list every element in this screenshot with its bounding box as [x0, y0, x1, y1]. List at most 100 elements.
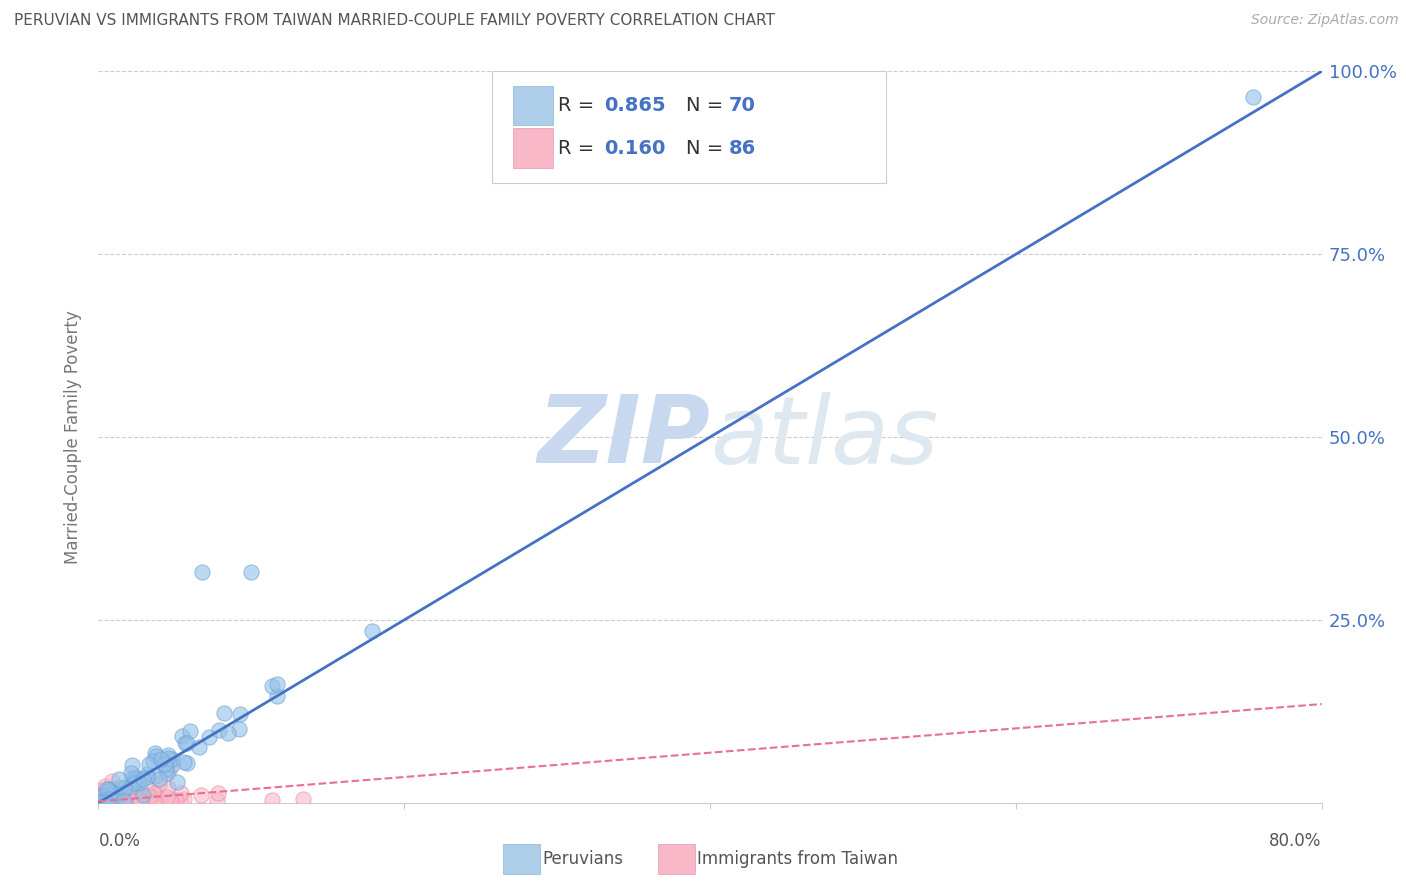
Point: [110, 792, 132, 806]
Point: [93, 790, 115, 805]
Point: [98, 792, 121, 806]
Point: [172, 729, 194, 743]
Point: [112, 780, 135, 795]
Point: [89, 786, 111, 800]
Point: [89, 795, 111, 809]
Point: [134, 789, 156, 803]
Point: [100, 786, 122, 800]
Point: [121, 758, 143, 772]
Point: [111, 794, 134, 808]
Point: [89, 793, 111, 807]
Point: [121, 771, 143, 785]
Point: [121, 780, 143, 794]
Point: [98, 781, 121, 796]
Point: [122, 795, 145, 809]
Point: [89, 791, 111, 805]
Point: [97, 795, 120, 809]
Point: [292, 792, 315, 806]
Point: [89, 792, 111, 806]
Point: [105, 793, 128, 807]
Point: [142, 754, 165, 768]
Text: PERUVIAN VS IMMIGRANTS FROM TAIWAN MARRIED-COUPLE FAMILY POVERTY CORRELATION CHA: PERUVIAN VS IMMIGRANTS FROM TAIWAN MARRI…: [14, 13, 775, 29]
Point: [100, 790, 122, 805]
Point: [262, 679, 284, 693]
Point: [159, 793, 181, 807]
Point: [90, 782, 112, 797]
Point: [169, 787, 191, 801]
Point: [108, 780, 131, 794]
Point: [104, 788, 127, 802]
Point: [105, 789, 128, 803]
Point: [97, 794, 120, 808]
Text: 0.0%: 0.0%: [98, 832, 141, 850]
Point: [166, 775, 188, 789]
Point: [93, 786, 115, 800]
Point: [179, 723, 201, 738]
Point: [169, 794, 191, 808]
Point: [111, 791, 134, 805]
Text: 0.865: 0.865: [605, 95, 666, 115]
Point: [145, 749, 167, 764]
Point: [98, 792, 121, 806]
Point: [361, 624, 384, 639]
Point: [125, 786, 148, 800]
Point: [98, 791, 121, 805]
Point: [96, 781, 118, 796]
Text: Immigrants from Taiwan: Immigrants from Taiwan: [697, 850, 898, 868]
Point: [111, 784, 134, 798]
Point: [89, 795, 111, 809]
Point: [89, 789, 111, 803]
Point: [94, 786, 117, 800]
Point: [107, 795, 129, 809]
Point: [97, 792, 120, 806]
Point: [96, 787, 118, 801]
Text: 86: 86: [728, 138, 755, 158]
Point: [91, 790, 114, 805]
Point: [228, 722, 250, 736]
Point: [162, 758, 184, 772]
Point: [136, 790, 159, 805]
Point: [143, 746, 166, 760]
Y-axis label: Married-Couple Family Poverty: Married-Couple Family Poverty: [65, 310, 83, 564]
Point: [153, 757, 176, 772]
Point: [142, 795, 165, 809]
Point: [120, 766, 142, 780]
Point: [96, 782, 118, 797]
Point: [128, 775, 150, 789]
Point: [101, 774, 124, 789]
Point: [129, 789, 152, 803]
Point: [89, 792, 111, 806]
Text: atlas: atlas: [710, 392, 938, 483]
Point: [156, 790, 179, 805]
Point: [138, 757, 160, 772]
Point: [128, 795, 150, 809]
Point: [132, 772, 155, 786]
Point: [173, 755, 195, 769]
Point: [89, 789, 111, 804]
Point: [173, 792, 195, 806]
Point: [107, 792, 129, 806]
Text: 80.0%: 80.0%: [1270, 832, 1322, 850]
Point: [145, 786, 167, 800]
Point: [132, 789, 155, 803]
Point: [160, 794, 183, 808]
Text: N =: N =: [686, 95, 730, 115]
Point: [93, 793, 115, 807]
Text: N =: N =: [686, 138, 730, 158]
Point: [124, 771, 146, 785]
Point: [93, 782, 115, 797]
Point: [124, 776, 146, 790]
Point: [107, 772, 129, 787]
Point: [148, 794, 170, 808]
Point: [90, 795, 112, 809]
Point: [197, 730, 219, 744]
Point: [89, 795, 111, 809]
Point: [127, 774, 149, 789]
Point: [98, 793, 121, 807]
Point: [190, 789, 212, 803]
Point: [208, 723, 231, 737]
Point: [155, 762, 177, 776]
Point: [149, 752, 172, 766]
Text: Peruvians: Peruvians: [543, 850, 624, 868]
Point: [136, 770, 159, 784]
